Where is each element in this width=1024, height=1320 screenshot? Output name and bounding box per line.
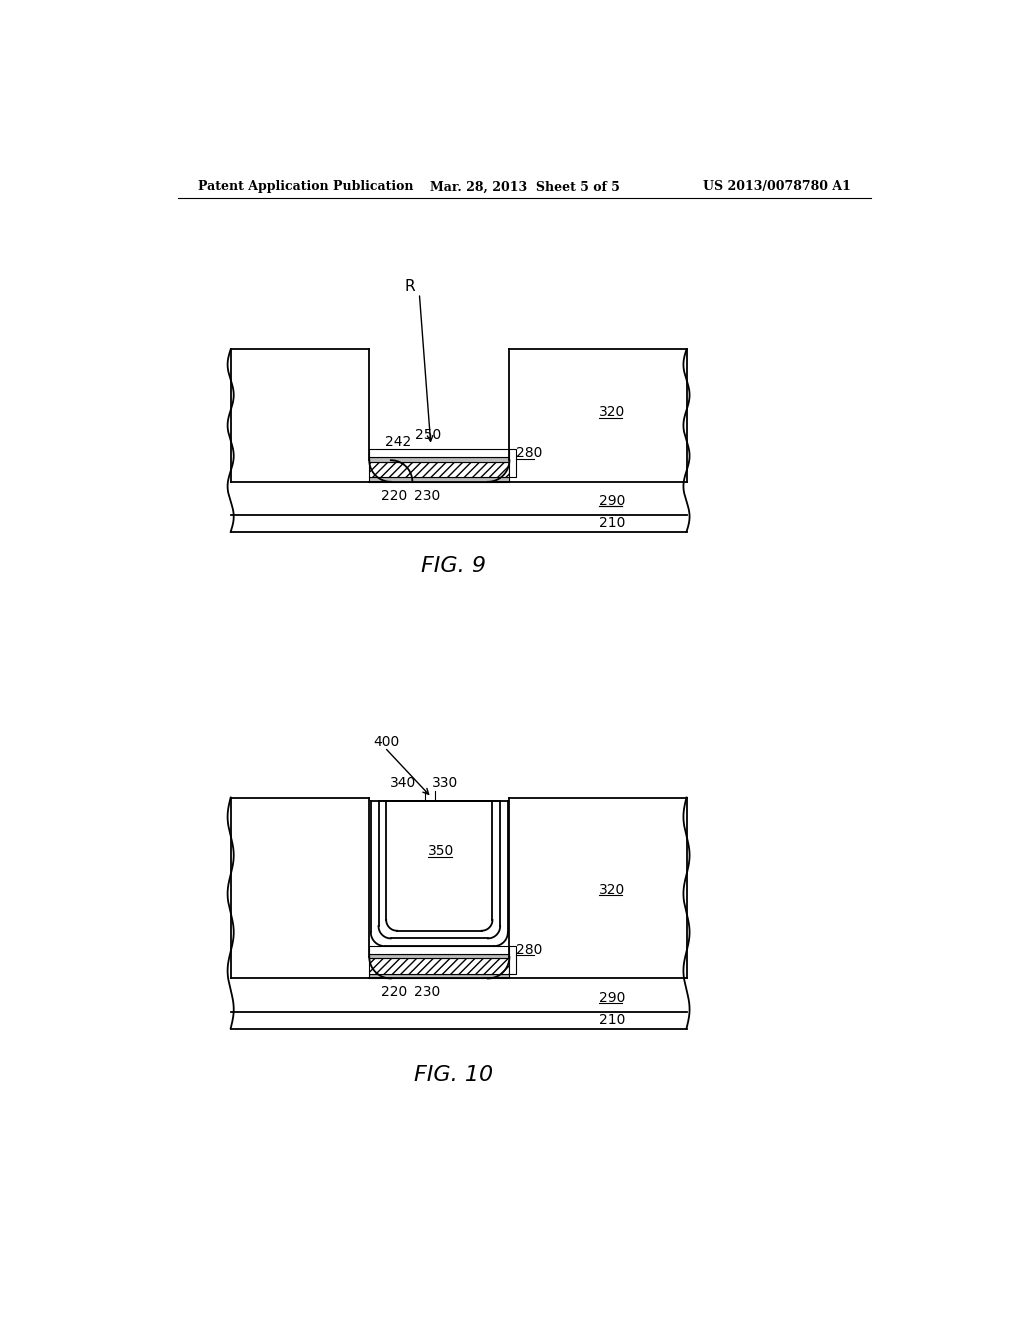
- Text: 250: 250: [416, 428, 441, 442]
- Bar: [370, 449, 509, 457]
- Text: Mar. 28, 2013  Sheet 5 of 5: Mar. 28, 2013 Sheet 5 of 5: [430, 181, 620, 194]
- Text: 290: 290: [599, 991, 625, 1005]
- Text: 230: 230: [414, 985, 440, 999]
- Text: FIG. 10: FIG. 10: [415, 1065, 494, 1085]
- Bar: [370, 478, 509, 482]
- Bar: [509, 449, 515, 478]
- Text: 340: 340: [390, 776, 416, 789]
- Text: 350: 350: [428, 843, 454, 858]
- Bar: [370, 974, 509, 978]
- Text: R: R: [404, 280, 416, 294]
- Text: 320: 320: [599, 405, 625, 420]
- Bar: [370, 958, 509, 974]
- Text: US 2013/0078780 A1: US 2013/0078780 A1: [703, 181, 851, 194]
- Text: FIG. 9: FIG. 9: [422, 557, 486, 577]
- Bar: [370, 946, 509, 954]
- Text: Patent Application Publication: Patent Application Publication: [199, 181, 414, 194]
- Text: 280: 280: [515, 942, 542, 957]
- Bar: [370, 462, 509, 478]
- Text: 280: 280: [515, 446, 542, 461]
- Text: 230: 230: [414, 488, 440, 503]
- Text: 210: 210: [599, 1012, 625, 1027]
- Text: 210: 210: [599, 516, 625, 531]
- Bar: [509, 946, 515, 974]
- Text: 330: 330: [432, 776, 458, 789]
- Text: 400: 400: [373, 735, 399, 748]
- Bar: [370, 954, 509, 958]
- Bar: [370, 457, 509, 462]
- Text: 242: 242: [385, 436, 411, 449]
- Text: 220: 220: [381, 985, 408, 999]
- Text: 220: 220: [381, 488, 408, 503]
- Text: 290: 290: [599, 494, 625, 508]
- Text: 320: 320: [599, 883, 625, 896]
